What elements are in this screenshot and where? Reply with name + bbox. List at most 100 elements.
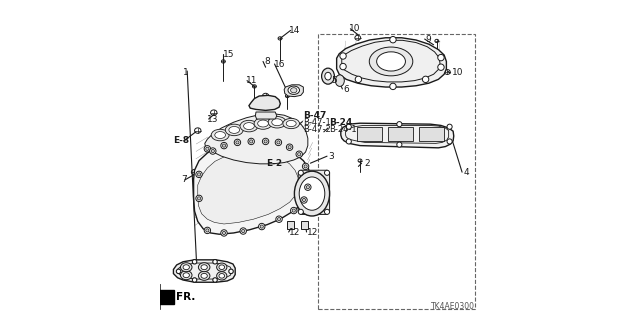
Ellipse shape — [204, 146, 211, 152]
Ellipse shape — [244, 123, 254, 130]
Ellipse shape — [283, 118, 300, 129]
Ellipse shape — [294, 171, 330, 216]
Ellipse shape — [201, 265, 207, 270]
Ellipse shape — [211, 149, 214, 153]
Text: E-2: E-2 — [266, 159, 282, 168]
Text: 2: 2 — [364, 159, 370, 168]
Ellipse shape — [304, 165, 307, 168]
Ellipse shape — [264, 140, 268, 143]
Ellipse shape — [447, 139, 452, 144]
Ellipse shape — [212, 278, 218, 282]
Ellipse shape — [303, 163, 309, 170]
Ellipse shape — [268, 116, 286, 128]
Ellipse shape — [258, 120, 268, 127]
Ellipse shape — [198, 263, 210, 272]
Ellipse shape — [201, 273, 207, 278]
Ellipse shape — [210, 148, 216, 154]
Ellipse shape — [275, 139, 282, 146]
Ellipse shape — [298, 170, 303, 175]
Ellipse shape — [228, 269, 234, 274]
Ellipse shape — [325, 72, 332, 80]
Text: TK4AE0300: TK4AE0300 — [431, 302, 475, 311]
Ellipse shape — [211, 129, 229, 141]
Text: 4: 4 — [463, 168, 469, 177]
Polygon shape — [193, 141, 311, 234]
Text: 12: 12 — [307, 228, 319, 237]
Ellipse shape — [355, 76, 362, 83]
Ellipse shape — [298, 153, 301, 156]
Ellipse shape — [260, 225, 264, 228]
Ellipse shape — [286, 120, 296, 127]
Text: B-47: B-47 — [303, 111, 327, 120]
Ellipse shape — [204, 227, 211, 234]
Text: 7: 7 — [181, 175, 186, 184]
Ellipse shape — [176, 269, 181, 274]
Text: B-47-2: B-47-2 — [303, 125, 331, 134]
Bar — [319, 34, 475, 309]
Ellipse shape — [301, 197, 307, 203]
Text: 14: 14 — [289, 26, 301, 35]
Ellipse shape — [219, 265, 225, 269]
Ellipse shape — [219, 274, 225, 278]
Polygon shape — [340, 123, 454, 148]
Ellipse shape — [287, 144, 293, 150]
Polygon shape — [388, 127, 413, 141]
Polygon shape — [159, 290, 174, 304]
Polygon shape — [284, 85, 303, 97]
Ellipse shape — [180, 263, 192, 272]
Ellipse shape — [324, 209, 330, 214]
Ellipse shape — [240, 120, 258, 132]
Text: B-24-1: B-24-1 — [329, 125, 356, 134]
Polygon shape — [357, 127, 383, 141]
Ellipse shape — [288, 86, 300, 94]
Ellipse shape — [198, 271, 210, 280]
Ellipse shape — [335, 75, 344, 86]
Ellipse shape — [196, 171, 202, 178]
Ellipse shape — [340, 63, 346, 70]
Ellipse shape — [307, 186, 310, 189]
Text: 9: 9 — [426, 35, 431, 44]
Ellipse shape — [192, 260, 197, 264]
Ellipse shape — [221, 230, 227, 236]
Ellipse shape — [234, 139, 241, 146]
Text: 11: 11 — [246, 76, 257, 85]
Text: 10: 10 — [349, 24, 360, 33]
Text: 1: 1 — [184, 68, 189, 76]
Ellipse shape — [216, 263, 227, 271]
Text: B-47-1: B-47-1 — [303, 118, 331, 127]
Polygon shape — [337, 38, 447, 87]
Ellipse shape — [322, 68, 334, 84]
Ellipse shape — [300, 177, 325, 210]
Text: 16: 16 — [274, 60, 285, 68]
Ellipse shape — [298, 209, 303, 214]
Polygon shape — [152, 284, 160, 310]
Ellipse shape — [340, 53, 346, 59]
Ellipse shape — [212, 260, 218, 264]
Ellipse shape — [254, 118, 272, 129]
Ellipse shape — [277, 218, 280, 221]
Polygon shape — [198, 152, 300, 224]
Text: 15: 15 — [223, 50, 234, 59]
Text: 5: 5 — [332, 76, 337, 85]
Ellipse shape — [216, 272, 227, 280]
Ellipse shape — [276, 141, 280, 144]
Ellipse shape — [262, 138, 269, 145]
Ellipse shape — [248, 138, 254, 145]
Ellipse shape — [192, 278, 197, 282]
Ellipse shape — [292, 209, 296, 212]
Polygon shape — [255, 112, 277, 119]
Ellipse shape — [180, 271, 192, 280]
Ellipse shape — [288, 146, 291, 149]
Polygon shape — [249, 95, 280, 110]
Ellipse shape — [259, 223, 265, 230]
Text: FR.: FR. — [176, 292, 195, 302]
Text: 8: 8 — [264, 57, 270, 66]
Ellipse shape — [397, 122, 402, 127]
Ellipse shape — [206, 147, 209, 150]
Ellipse shape — [183, 265, 189, 270]
Ellipse shape — [236, 141, 239, 144]
Ellipse shape — [223, 144, 226, 147]
Ellipse shape — [197, 173, 201, 176]
Polygon shape — [205, 114, 308, 164]
Text: 3: 3 — [328, 152, 333, 161]
